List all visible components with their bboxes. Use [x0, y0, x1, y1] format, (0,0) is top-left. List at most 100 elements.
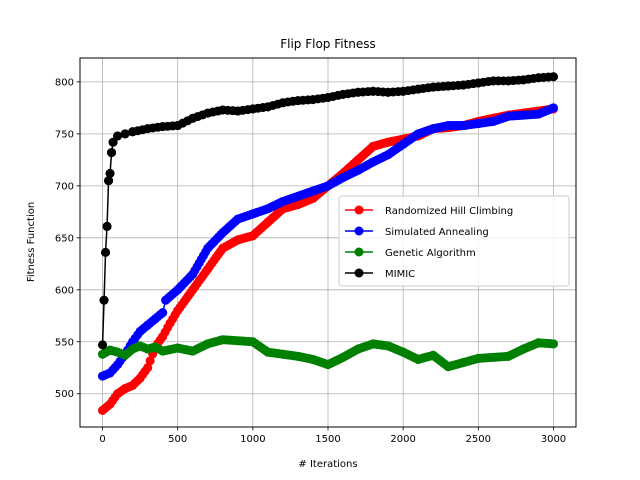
data-point [104, 176, 114, 186]
data-point [248, 104, 258, 114]
data-point [413, 354, 423, 364]
data-point [263, 204, 273, 214]
data-point [323, 93, 333, 102]
data-point [398, 86, 408, 96]
data-point [548, 72, 558, 82]
series-genetic-algorithm [98, 335, 558, 372]
data-point [98, 349, 108, 359]
data-point [188, 269, 198, 279]
data-point [113, 131, 123, 141]
data-point [108, 137, 118, 147]
legend-marker-randomized-hill-climbing [354, 205, 364, 215]
data-point [233, 336, 243, 346]
data-point [203, 339, 213, 349]
data-point [120, 350, 130, 360]
data-point [398, 347, 408, 357]
y-tick-label: 800 [55, 77, 74, 88]
data-point [158, 308, 168, 318]
data-point [188, 346, 198, 356]
x-tick-label: 1500 [315, 434, 340, 445]
data-point [173, 285, 183, 295]
data-point [533, 338, 543, 348]
data-point [278, 349, 288, 359]
data-point [548, 339, 558, 349]
data-point [473, 353, 483, 363]
data-point [443, 121, 453, 131]
data-point [518, 344, 528, 354]
data-point [105, 345, 115, 355]
x-tick-label: 500 [168, 434, 187, 445]
data-point [263, 347, 273, 357]
data-point [428, 350, 438, 360]
data-point [503, 111, 513, 121]
data-point [473, 118, 483, 128]
data-point [165, 318, 175, 328]
data-point [383, 137, 393, 147]
data-point [128, 344, 138, 354]
data-point [135, 373, 145, 383]
data-point [218, 105, 228, 115]
y-tick-label: 700 [55, 181, 74, 192]
data-point [278, 98, 288, 108]
data-point [368, 86, 378, 96]
data-point [113, 389, 123, 399]
data-point [98, 405, 108, 415]
data-point [533, 73, 543, 83]
data-point [488, 352, 498, 362]
data-point [98, 340, 108, 350]
data-point [173, 306, 183, 316]
data-point [173, 121, 183, 131]
x-tick-label: 3000 [541, 434, 566, 445]
data-point [458, 80, 468, 90]
legend: Randomized Hill Climbing Simulated Anneal… [338, 195, 570, 287]
data-point [398, 139, 408, 149]
legend-box [338, 195, 570, 287]
data-point [443, 81, 453, 91]
data-point [413, 129, 423, 139]
data-point [488, 76, 498, 86]
data-point [353, 155, 363, 165]
data-point [353, 87, 363, 97]
data-point [503, 76, 513, 86]
legend-label-mimic: MIMIC [385, 269, 415, 280]
data-point [143, 363, 153, 373]
legend-marker-mimic [354, 268, 364, 278]
data-point [135, 341, 145, 351]
data-point [308, 95, 318, 105]
data-point [458, 358, 468, 368]
data-point [218, 228, 228, 238]
data-point [161, 295, 171, 305]
data-point [135, 326, 145, 336]
y-tick-label: 500 [55, 389, 74, 400]
data-point [188, 285, 198, 295]
data-point [368, 339, 378, 349]
data-point [203, 264, 213, 274]
x-tick-label: 1000 [240, 434, 265, 445]
data-point [308, 354, 318, 364]
data-point [293, 200, 303, 210]
y-tick-label: 750 [55, 129, 74, 140]
y-tick-label: 650 [55, 233, 74, 244]
data-point [353, 344, 363, 354]
data-point [105, 368, 115, 378]
data-point [233, 214, 243, 224]
x-axis-title: # Iterations [298, 459, 357, 470]
series-simulated-annealing [98, 103, 558, 381]
data-point [218, 243, 228, 253]
data-point [278, 196, 288, 206]
legend-label-genetic-algorithm: Genetic Algorithm [385, 248, 476, 259]
data-point [308, 186, 318, 196]
series-mimic [98, 72, 558, 350]
data-point [533, 109, 543, 119]
data-point [503, 351, 513, 361]
data-point [518, 110, 528, 120]
data-point [368, 141, 378, 151]
data-point [263, 217, 273, 227]
data-point [158, 346, 168, 356]
chart-title: Flip Flop Fitness [280, 37, 376, 51]
data-point [188, 113, 198, 123]
data-point [248, 231, 258, 241]
data-point [338, 173, 348, 183]
data-point [158, 332, 168, 342]
